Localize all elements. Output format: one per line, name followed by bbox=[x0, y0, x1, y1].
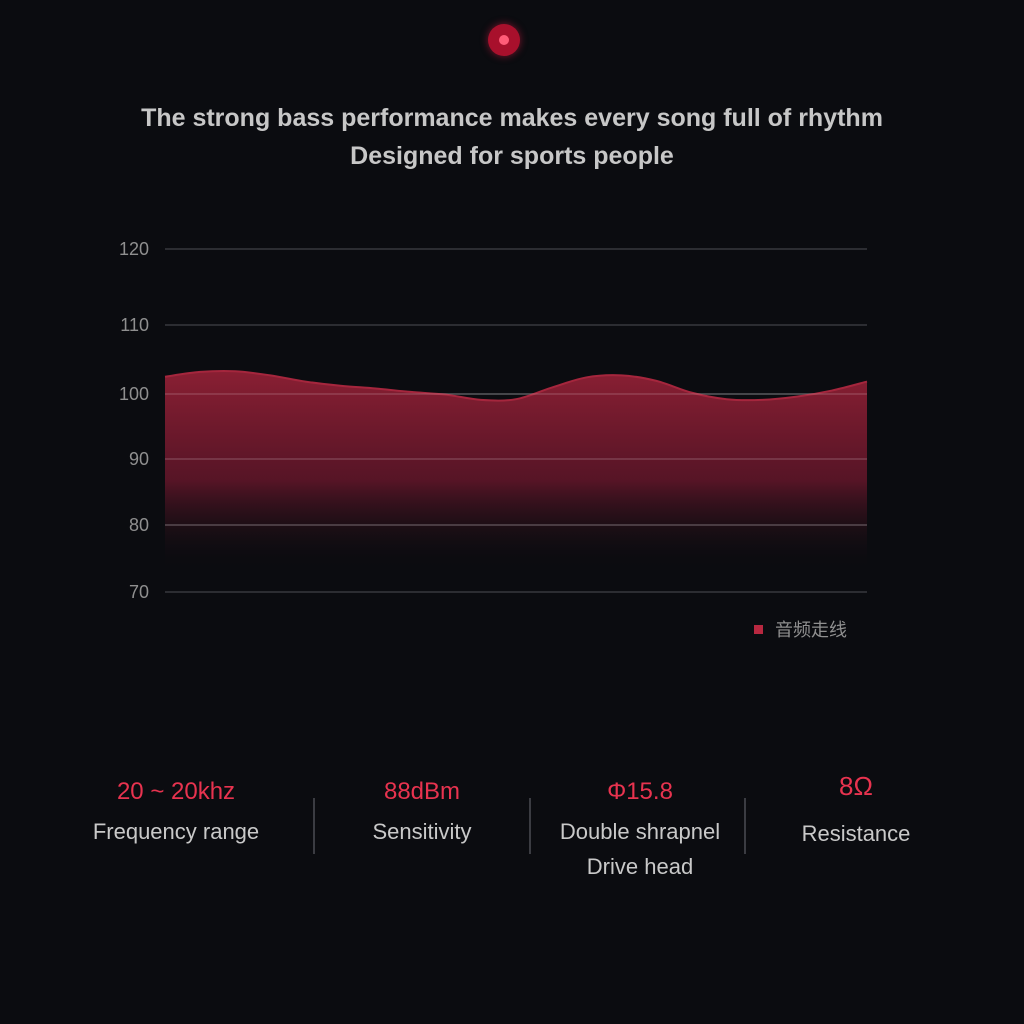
chart-area-layer bbox=[165, 370, 867, 570]
spec-frequency-label: Frequency range bbox=[92, 819, 260, 844]
dot-indicator-icon bbox=[488, 24, 520, 56]
dot-indicator-center bbox=[499, 35, 509, 45]
chart-line-layer bbox=[164, 369, 868, 526]
spec-resistance-value: 8Ω bbox=[839, 771, 873, 801]
spec-divider bbox=[313, 798, 315, 854]
spec-frequency-value: 20 ~ 20khz bbox=[116, 778, 236, 805]
y-tick-label: 100 bbox=[119, 384, 149, 404]
y-tick-label: 120 bbox=[119, 239, 149, 259]
headline-line-2: Designed for sports people bbox=[350, 142, 674, 170]
y-tick-label: 80 bbox=[129, 515, 149, 535]
headline-line-1: The strong bass performance makes every … bbox=[141, 104, 883, 132]
spec-sensitivity-label: Sensitivity bbox=[372, 819, 472, 844]
spec-sensitivity: 88dBm Sensitivity bbox=[314, 770, 530, 849]
chart-gridline-overlay bbox=[165, 393, 867, 526]
series-area bbox=[165, 370, 867, 570]
chart-y-tick-labels: 120 110 100 90 80 70 bbox=[119, 239, 149, 602]
spec-driver: Φ15.8 Double shrapnel Drive head bbox=[532, 770, 748, 884]
spec-divider bbox=[744, 798, 746, 854]
spec-driver-label: Double shrapnel Drive head bbox=[559, 819, 721, 879]
legend-swatch bbox=[754, 624, 763, 634]
spec-resistance: 8Ω Resistance bbox=[748, 770, 964, 851]
spec-divider bbox=[529, 798, 531, 854]
y-tick-label: 90 bbox=[129, 449, 149, 469]
legend-label: 音频走线 bbox=[775, 620, 847, 640]
spec-driver-value: Φ15.8 bbox=[607, 778, 673, 805]
spec-sensitivity-value: 88dBm bbox=[383, 778, 461, 805]
y-tick-label: 110 bbox=[120, 315, 149, 335]
spec-frequency-range: 20 ~ 20khz Frequency range bbox=[68, 770, 284, 849]
chart-legend: 音频走线 bbox=[754, 617, 847, 641]
spec-resistance-label: Resistance bbox=[801, 821, 911, 846]
series-line bbox=[164, 369, 868, 402]
y-tick-label: 70 bbox=[129, 582, 149, 602]
